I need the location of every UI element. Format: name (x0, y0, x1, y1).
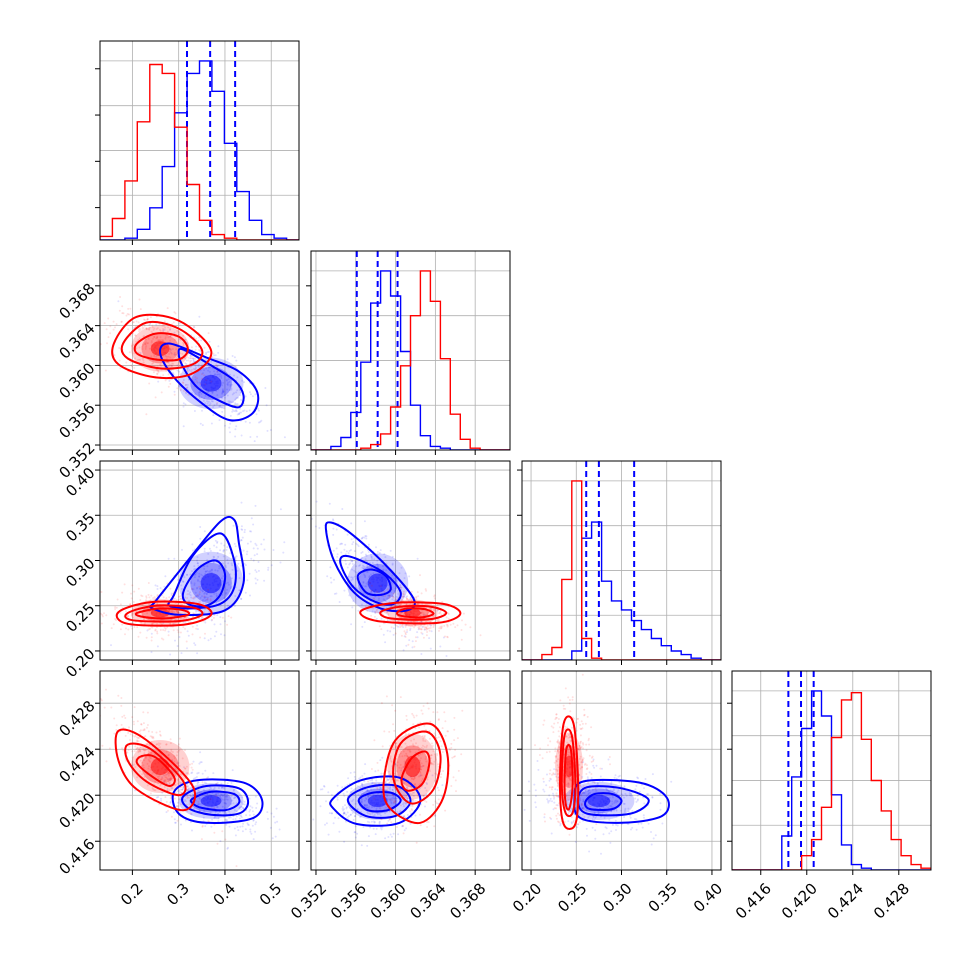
y-tick-label: 0.368 (55, 280, 98, 323)
contour-series-0 (329, 775, 422, 827)
y-tick-label: 0.356 (55, 399, 98, 442)
x-tick-label: 0.364 (407, 880, 450, 923)
contour-series-1 (400, 750, 431, 792)
panel-3-1 (310, 670, 511, 871)
contour-series-1 (134, 607, 191, 620)
histogram-series-0 (311, 270, 510, 450)
contour-series-1 (135, 754, 176, 787)
x-tick-label: 0.352 (287, 880, 330, 923)
contour-series-1 (382, 722, 450, 825)
contour-series-0 (148, 515, 246, 616)
density-layer (523, 673, 673, 855)
contour-series-1 (359, 601, 462, 625)
density-layer (100, 688, 281, 868)
panel-3-2 (521, 670, 722, 871)
x-tick-label: 0.4 (210, 880, 240, 910)
contour-series-0 (159, 342, 260, 422)
contour-series-1 (379, 604, 448, 621)
x-tick-label: 0.20 (509, 880, 545, 916)
panel-frame (99, 40, 300, 241)
contour-series-0 (167, 532, 237, 610)
scatter-cloud-series-0 (312, 756, 444, 847)
y-tick-label: 0.424 (55, 743, 98, 786)
x-tick-label: 0.3 (163, 880, 193, 910)
histogram-series-0 (522, 521, 721, 660)
histogram-series-1 (100, 63, 299, 240)
panel-frame (310, 250, 511, 451)
y-tick-label: 0.364 (55, 319, 98, 362)
contour-series-0 (357, 791, 402, 813)
panel-frame (99, 250, 300, 451)
contour-series-0 (181, 559, 227, 608)
histogram-series-0 (732, 690, 931, 870)
panel-2-0 (99, 460, 300, 661)
panel-frame (310, 670, 511, 871)
contour-series-0 (356, 568, 392, 597)
x-tick-label: 0.428 (870, 880, 913, 923)
density-layer (100, 501, 286, 660)
x-tick-label: 0.424 (824, 880, 867, 923)
contour-series-0 (573, 778, 670, 824)
y-tick-label: 0.20 (62, 645, 98, 681)
histogram-series-1 (311, 270, 510, 450)
contour-series-0 (584, 792, 623, 811)
contour-series-1 (558, 715, 580, 831)
contour-series-0 (346, 783, 412, 819)
contour-series-1 (114, 728, 197, 812)
contour-series-1 (392, 730, 442, 805)
contour-series-1 (124, 742, 187, 797)
x-tick-label: 0.356 (327, 880, 370, 923)
contour-series-0 (171, 778, 264, 824)
contour-series-0 (577, 785, 650, 817)
density-layer (100, 296, 286, 443)
panel-frame (731, 670, 932, 871)
histogram-series-1 (732, 692, 931, 870)
panel-2-1 (310, 460, 511, 661)
x-tick-label: 0.35 (645, 880, 681, 916)
y-tick-label: 0.428 (55, 697, 98, 740)
contour-series-1 (560, 728, 577, 818)
panel-3-3 (731, 670, 932, 871)
histogram-series-0 (100, 60, 299, 240)
x-tick-label: 0.5 (256, 880, 286, 910)
x-tick-label: 0.30 (599, 880, 635, 916)
panel-2-2 (521, 460, 722, 661)
x-tick-label: 0.25 (554, 880, 590, 916)
contour-series-0 (324, 521, 416, 613)
x-tick-label: 0.40 (690, 880, 726, 916)
contour-series-1 (111, 313, 213, 380)
density-layer (312, 695, 464, 847)
panel-1-1 (310, 250, 511, 451)
y-tick-label: 0.420 (55, 789, 98, 832)
y-tick-label: 0.35 (62, 509, 98, 545)
contour-series-1 (133, 332, 189, 362)
panel-0-0 (99, 40, 300, 241)
contour-series-1 (563, 743, 574, 811)
contour-series-1 (124, 604, 204, 623)
histogram-series-1 (522, 480, 721, 660)
x-tick-label: 0.420 (778, 880, 821, 923)
y-tick-label: 0.360 (55, 359, 98, 402)
x-tick-label: 0.360 (367, 880, 410, 923)
density-layer (311, 500, 482, 657)
x-tick-label: 0.416 (732, 880, 775, 923)
density-core-series-1 (387, 733, 438, 800)
panel-1-0 (99, 250, 300, 451)
x-tick-label: 0.368 (446, 880, 489, 923)
contour-series-1 (395, 607, 435, 619)
panel-3-0 (99, 670, 300, 871)
contour-series-1 (120, 320, 204, 370)
y-tick-label: 0.25 (62, 600, 98, 636)
panel-frame (99, 670, 300, 871)
density-core-series-0 (178, 357, 244, 410)
x-tick-label: 0.2 (117, 880, 147, 910)
contour-series-1 (115, 600, 213, 627)
y-tick-label: 0.30 (62, 554, 98, 590)
y-tick-label: 0.416 (55, 835, 98, 878)
